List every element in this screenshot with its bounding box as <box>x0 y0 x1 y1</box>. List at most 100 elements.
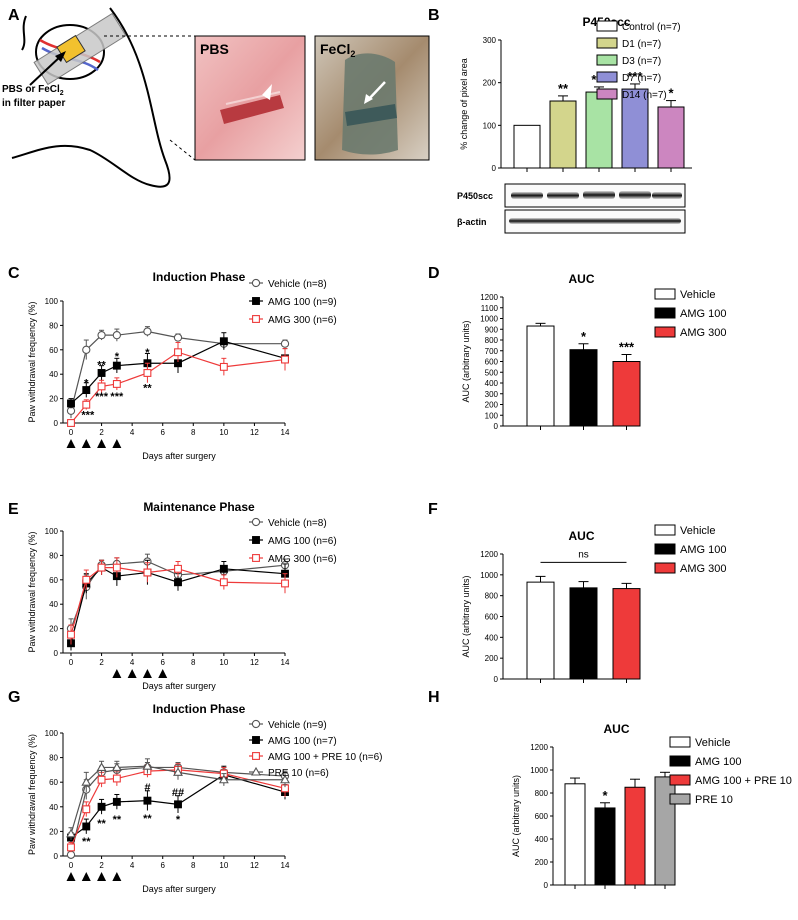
data-point <box>111 762 122 771</box>
bar <box>612 588 641 680</box>
legend-label: D14 (n=7) <box>622 90 667 101</box>
y-tick-label: 40 <box>49 370 58 379</box>
y-tick-label: 100 <box>483 121 497 130</box>
data-point <box>82 400 91 409</box>
legend-label: AMG 100 (n=7) <box>268 736 337 747</box>
x-tick-label: 0 <box>69 861 74 870</box>
significance-label: ** <box>97 818 106 830</box>
y-axis-label: Paw withdrawal frequency (%) <box>27 734 37 855</box>
y-tick-label: 1200 <box>480 293 498 302</box>
bar <box>585 91 613 169</box>
y-tick-label: 100 <box>45 297 59 306</box>
treatment-arrow-icon <box>97 439 107 448</box>
y-tick-label: 80 <box>49 321 58 330</box>
charts-layer: P450scc0100200300% change of pixel area*… <box>27 15 792 894</box>
panel-label-b: B <box>428 7 440 24</box>
treatment-arrow-icon <box>127 669 137 678</box>
y-tick-label: 1200 <box>530 743 548 752</box>
y-tick-label: 300 <box>483 36 497 45</box>
data-point <box>218 774 229 784</box>
data-point <box>252 554 260 562</box>
data-point <box>112 361 121 370</box>
bar <box>654 776 676 886</box>
x-tick-label: 4 <box>130 658 135 667</box>
data-point <box>251 719 261 729</box>
y-tick-label: 1200 <box>480 550 498 559</box>
panel-label-f: F <box>428 501 438 518</box>
data-point <box>143 796 152 805</box>
legend-swatch <box>654 543 676 555</box>
blot-band <box>547 192 579 199</box>
legend-swatch <box>654 307 676 319</box>
data-point <box>97 331 106 340</box>
y-axis-label: AUC (arbitrary units) <box>511 775 521 857</box>
rat-back-line <box>21 15 27 51</box>
fecl2-tissue <box>342 53 398 155</box>
data-point <box>67 399 75 408</box>
zoom-line-bottom <box>169 139 196 161</box>
pbs-photo-label: PBS <box>200 41 229 57</box>
significance-label: ** <box>82 836 91 848</box>
significance-label: ** <box>143 813 152 825</box>
y-tick-label: 0 <box>492 164 497 173</box>
legend-label: Vehicle (n=8) <box>268 518 327 529</box>
legend-label: AMG 300 <box>680 327 726 339</box>
panel-label-g: G <box>8 689 20 706</box>
y-tick-label: 700 <box>485 347 499 356</box>
y-tick-label: 400 <box>485 633 499 642</box>
legend-swatch <box>596 54 618 66</box>
y-tick-label: 800 <box>485 592 499 601</box>
data-point <box>174 800 182 809</box>
data-point <box>143 327 152 336</box>
y-tick-label: 200 <box>535 858 549 867</box>
data-point <box>97 563 106 572</box>
pointer-arrow-icon <box>55 51 66 62</box>
legend-swatch <box>596 88 618 100</box>
pbs-arrowhead-icon <box>262 84 272 100</box>
significance-label: ** <box>143 383 152 395</box>
data-point <box>173 767 183 776</box>
y-tick-label: 0 <box>54 419 59 428</box>
data-point <box>280 339 290 348</box>
data-point <box>67 843 75 852</box>
legend-swatch <box>596 71 618 83</box>
data-point <box>112 563 121 572</box>
data-point <box>112 797 121 806</box>
legend-label: AMG 100 + PRE 10 <box>695 775 792 787</box>
data-point <box>251 278 261 288</box>
y-tick-label: 60 <box>49 576 58 585</box>
treatment-arrow-icon <box>112 669 122 678</box>
blot-label-p450scc: P450scc <box>457 191 493 201</box>
y-tick-label: 0 <box>544 881 549 890</box>
data-point <box>81 777 92 786</box>
y-tick-label: 600 <box>485 613 499 622</box>
x-tick-label: 10 <box>219 658 228 667</box>
blot-band-actin <box>509 218 681 224</box>
x-tick-label: 8 <box>191 428 196 437</box>
y-tick-label: 200 <box>485 401 499 410</box>
treatment-arrow-icon <box>112 439 122 448</box>
data-point <box>219 564 228 573</box>
bar <box>513 124 541 169</box>
bar <box>564 783 586 886</box>
data-point <box>97 775 106 784</box>
bar <box>657 106 685 169</box>
data-point <box>251 517 261 527</box>
series-3 <box>66 758 290 841</box>
legend-label: D1 (n=7) <box>622 39 661 50</box>
chart-title: Induction Phase <box>153 702 246 716</box>
series-2 <box>67 341 289 427</box>
treatment-arrow-icon <box>97 872 107 881</box>
treatment-arrow-icon <box>142 669 152 678</box>
data-point <box>143 568 152 577</box>
data-point <box>112 774 121 783</box>
y-tick-label: 60 <box>49 346 58 355</box>
data-point <box>142 761 153 770</box>
bar <box>621 88 649 169</box>
x-tick-label: 10 <box>219 861 228 870</box>
y-tick-label: 1000 <box>480 315 498 324</box>
legend-label: AMG 300 (n=6) <box>268 554 337 565</box>
x-tick-label: 2 <box>99 861 104 870</box>
significance-label: ## <box>172 787 184 799</box>
